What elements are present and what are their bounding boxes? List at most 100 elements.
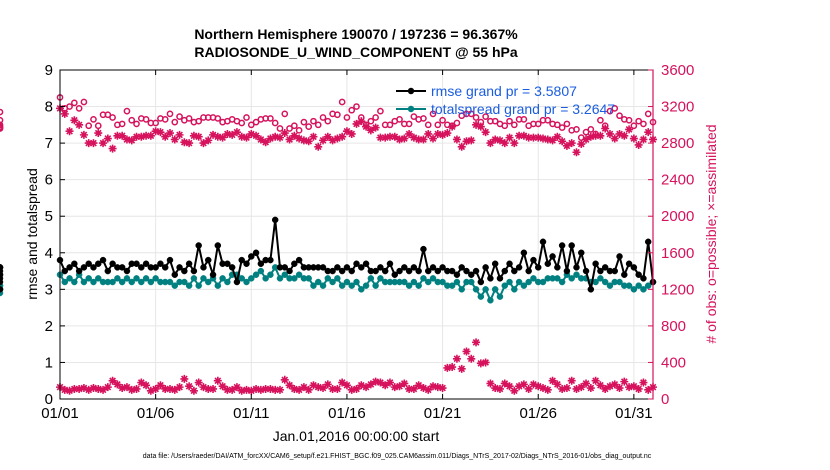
obs-count-low-point [582,379,591,388]
rmse-point [205,256,212,264]
totalspread-point [410,278,418,286]
obs-count-low-point [476,359,485,368]
obs-count-low-point [553,380,562,389]
totalspread-point [501,282,508,289]
totalspread-point [468,278,475,286]
assimilated-obs-point [644,128,653,137]
y-axis-label-right: # of obs: o=possible; ×=assimilated [703,124,719,343]
possible-obs-point [424,121,432,129]
totalspread-point [71,278,78,286]
obs-count-low-point [414,381,423,390]
obs-count-low-point [347,385,356,394]
obs-count-low-point [548,376,557,385]
possible-obs-point [467,110,475,118]
rmse-point [343,264,351,271]
possible-obs-point [520,116,528,123]
x-tick-label: 01/26 [519,405,557,422]
obs-count-low-point [366,380,375,389]
totalspread-point [66,275,73,282]
possible-obs-point [644,110,652,118]
totalspread-point [281,271,289,278]
assimilated-obs-point [60,109,69,118]
possible-obs-point [506,117,513,125]
assimilated-obs-point [132,132,141,141]
possible-obs-point [142,116,150,123]
rmse-point [448,267,456,275]
totalspread-point [573,271,580,278]
y-right-tick-labels: 0 400 800 1200 1600 2000 2400 2800 3200 … [661,62,694,408]
assimilated-obs-point [577,140,586,149]
rmse-point [142,260,150,267]
possible-obs-point [314,121,322,129]
obs-count-low-point [634,384,643,393]
obs-count-low-point [543,385,552,394]
obs-count-low-point [218,382,227,391]
totalspread-point [152,275,159,282]
x-tick-label: 01/11 [233,405,269,422]
rmse-point [99,256,107,264]
possible-obs-point [104,111,112,119]
possible-obs-point [252,118,260,126]
assimilated-obs-point [371,123,380,132]
assimilated-obs-point [103,134,112,143]
assimilated-obs-point [395,135,404,144]
possible-obs-point [70,99,78,107]
totalspread-point [491,286,499,293]
assimilated-obs-point [443,129,452,138]
totalspread-point [477,293,485,300]
totalspread-point [305,275,312,282]
assimilated-obs-point [385,132,394,141]
rmse-point [429,264,437,271]
assimilated-obs-point [127,136,136,145]
possible-obs-point [405,120,413,128]
rmse-point [334,264,341,271]
assimilated-obs-point [495,136,504,145]
obs-count-low-point [515,382,524,391]
totalspread-point [568,275,575,282]
y-left-tick-label: 7 [45,135,53,152]
possible-obs-point [247,121,255,129]
possible-obs-point [286,125,293,132]
rmse-point [391,271,399,278]
obs-count-low-point [271,385,280,394]
assimilated-obs-point [118,131,127,140]
assimilated-obs-point [328,136,337,145]
rmse-point [181,267,188,275]
possible-obs-point [0,121,4,129]
possible-obs-point [453,119,461,127]
assimilated-obs-point [319,136,328,145]
obs-count-low-point [438,384,447,393]
possible-obs-point [353,103,360,110]
footer-data-file: data file: /Users/raeder/DAI/ATM_forcXX/… [143,453,652,460]
possible-obs-point [534,120,542,128]
possible-obs-point [300,118,308,126]
obs-count-low-point [180,374,189,383]
possible-obs-point [510,121,518,129]
rmse-point [61,267,69,275]
obs-count-low-point [500,379,509,388]
assimilated-obs-point [582,135,591,144]
totalspread-point [171,282,179,289]
obs-count-low-point [524,384,533,393]
totalspread-point [597,275,604,282]
rmse-point [381,267,389,275]
totalspread-point [166,278,174,286]
y-right-tick-label: 2000 [661,208,694,225]
possible-obs-point [573,126,580,133]
assimilated-obs-point [113,131,122,140]
rmse-point [104,267,112,275]
series-layer [0,95,657,395]
rmse-point [644,238,652,246]
possible-obs-point [281,110,289,118]
rmse-point [496,275,504,282]
y-left-tick-label: 8 [45,99,53,116]
assimilated-obs-point [338,132,347,141]
obs-count-low-point [70,384,79,393]
totalspread-point [429,275,437,282]
assimilated-obs-point [342,127,351,136]
possible-obs-point [563,120,571,128]
assimilated-obs-point [266,134,275,143]
totalspread-point [554,275,561,282]
y-right-tick-label: 0 [661,391,669,408]
rmse-point [166,256,174,264]
